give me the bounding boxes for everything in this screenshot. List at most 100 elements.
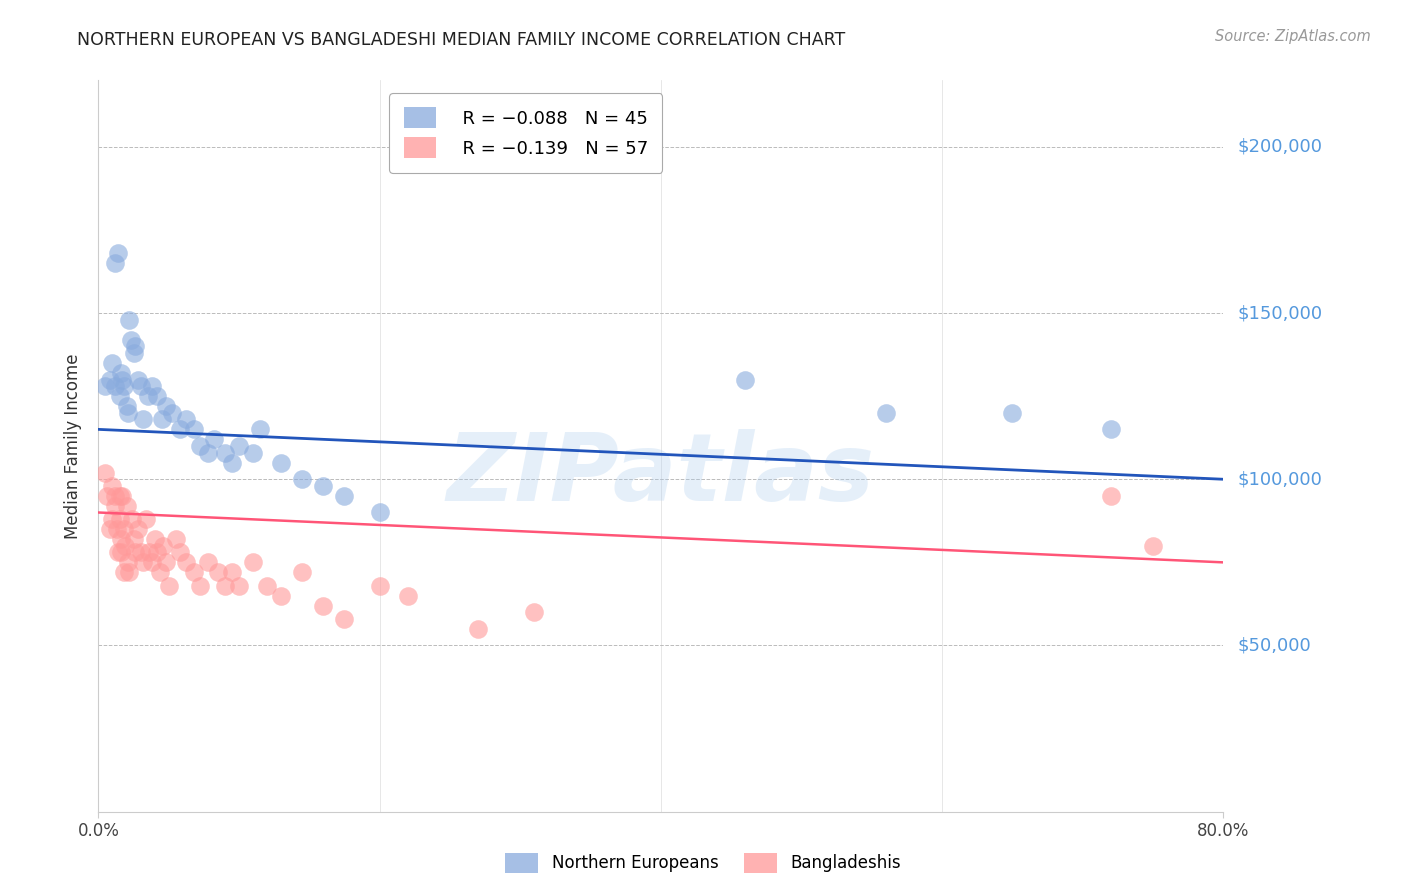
- Point: [138, 545, 160, 559]
- Point: [291, 472, 314, 486]
- Point: [214, 579, 236, 593]
- Point: [169, 545, 191, 559]
- Point: [96, 489, 118, 503]
- Point: [146, 545, 169, 559]
- Point: [110, 545, 132, 559]
- Point: [107, 246, 129, 260]
- Point: [368, 579, 391, 593]
- Point: [105, 522, 128, 536]
- Point: [270, 456, 292, 470]
- Point: [104, 499, 127, 513]
- Text: ZIPatlas: ZIPatlas: [447, 429, 875, 521]
- Text: $150,000: $150,000: [1237, 304, 1322, 322]
- Point: [117, 555, 139, 569]
- Point: [157, 579, 180, 593]
- Point: [98, 372, 121, 386]
- Point: [734, 372, 756, 386]
- Point: [110, 532, 132, 546]
- Point: [117, 406, 139, 420]
- Text: $200,000: $200,000: [1237, 137, 1322, 156]
- Point: [110, 366, 132, 380]
- Point: [312, 479, 335, 493]
- Point: [101, 512, 124, 526]
- Point: [333, 612, 356, 626]
- Point: [129, 379, 152, 393]
- Point: [111, 372, 134, 386]
- Point: [108, 489, 131, 503]
- Point: [98, 522, 121, 536]
- Point: [202, 433, 225, 447]
- Point: [114, 539, 136, 553]
- Point: [221, 566, 243, 580]
- Point: [132, 555, 155, 569]
- Point: [94, 466, 117, 480]
- Y-axis label: Median Family Income: Median Family Income: [65, 353, 83, 539]
- Point: [197, 445, 219, 459]
- Point: [121, 512, 143, 526]
- Point: [396, 589, 419, 603]
- Point: [141, 379, 163, 393]
- Point: [291, 566, 314, 580]
- Point: [312, 599, 335, 613]
- Point: [143, 532, 166, 546]
- Point: [112, 379, 135, 393]
- Point: [1099, 422, 1122, 436]
- Point: [115, 399, 138, 413]
- Point: [120, 333, 142, 347]
- Legend:   R = −0.088   N = 45,   R = −0.139   N = 57: R = −0.088 N = 45, R = −0.139 N = 57: [389, 93, 662, 172]
- Point: [101, 356, 124, 370]
- Point: [174, 555, 197, 569]
- Point: [333, 489, 356, 503]
- Point: [221, 456, 243, 470]
- Point: [368, 506, 391, 520]
- Legend: Northern Europeans, Bangladeshis: Northern Europeans, Bangladeshis: [499, 847, 907, 880]
- Point: [188, 439, 211, 453]
- Point: [256, 579, 278, 593]
- Point: [155, 399, 177, 413]
- Point: [108, 512, 131, 526]
- Point: [174, 412, 197, 426]
- Point: [1099, 489, 1122, 503]
- Point: [207, 566, 229, 580]
- Point: [122, 532, 145, 546]
- Point: [214, 445, 236, 459]
- Point: [1001, 406, 1024, 420]
- Point: [160, 406, 183, 420]
- Text: NORTHERN EUROPEAN VS BANGLADESHI MEDIAN FAMILY INCOME CORRELATION CHART: NORTHERN EUROPEAN VS BANGLADESHI MEDIAN …: [77, 31, 845, 49]
- Point: [104, 489, 127, 503]
- Point: [188, 579, 211, 593]
- Point: [112, 522, 135, 536]
- Point: [136, 389, 159, 403]
- Point: [155, 555, 177, 569]
- Point: [112, 566, 135, 580]
- Point: [115, 499, 138, 513]
- Point: [141, 555, 163, 569]
- Point: [467, 622, 489, 636]
- Point: [523, 605, 546, 619]
- Point: [104, 379, 127, 393]
- Text: Source: ZipAtlas.com: Source: ZipAtlas.com: [1215, 29, 1371, 44]
- Point: [169, 422, 191, 436]
- Point: [165, 532, 187, 546]
- Point: [1142, 539, 1164, 553]
- Point: [127, 522, 149, 536]
- Point: [118, 566, 141, 580]
- Point: [228, 439, 250, 453]
- Point: [107, 545, 129, 559]
- Point: [118, 312, 141, 326]
- Point: [104, 256, 127, 270]
- Point: [150, 412, 173, 426]
- Text: $100,000: $100,000: [1237, 470, 1322, 488]
- Point: [129, 545, 152, 559]
- Point: [132, 412, 155, 426]
- Text: $50,000: $50,000: [1237, 637, 1310, 655]
- Point: [270, 589, 292, 603]
- Point: [101, 479, 124, 493]
- Point: [122, 346, 145, 360]
- Point: [197, 555, 219, 569]
- Point: [127, 372, 149, 386]
- Point: [111, 489, 134, 503]
- Point: [228, 579, 250, 593]
- Point: [875, 406, 897, 420]
- Point: [146, 389, 169, 403]
